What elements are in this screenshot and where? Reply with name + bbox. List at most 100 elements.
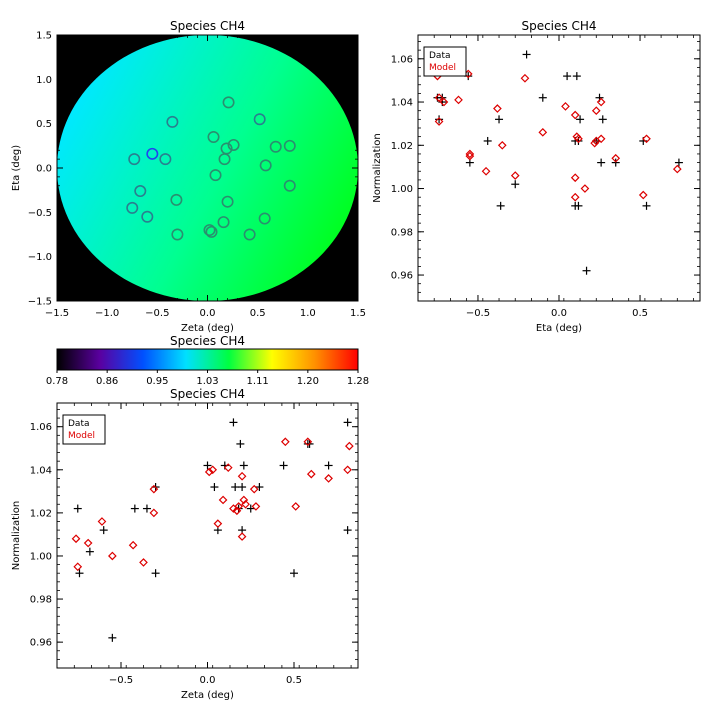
zeta-data-point — [239, 461, 248, 470]
zeta-data-point — [73, 504, 82, 513]
zeta-model-point — [97, 517, 107, 526]
map-ytick-label: 1.5 — [36, 31, 52, 42]
zeta-ytick-label: 0.98 — [30, 595, 52, 606]
zeta-xtick-label: 0.5 — [286, 675, 302, 686]
colorbar-tick-label: 1.03 — [196, 376, 218, 387]
eta-legend-data: Data — [429, 51, 451, 61]
zeta-data-point — [85, 547, 94, 556]
zeta-model-point — [83, 538, 93, 548]
zeta-model-point — [343, 465, 352, 475]
eta-xtick-label: −0.5 — [466, 308, 490, 319]
zeta-model-point — [213, 519, 223, 528]
zeta-ytick-label: 1.02 — [30, 508, 52, 519]
eta-model-point — [497, 140, 507, 150]
eta-data-point — [563, 72, 572, 81]
eta-xtick-label: 0.0 — [551, 308, 567, 319]
map-station-marker — [220, 142, 233, 155]
zeta-data-point — [210, 483, 219, 492]
map-station-marker — [222, 96, 235, 109]
eta-ytick-label: 1.04 — [391, 98, 413, 109]
eta-model-point — [596, 97, 606, 107]
eta-data-point — [572, 72, 581, 81]
colorbar-tick-label: 0.78 — [46, 376, 68, 387]
eta-data-point — [582, 266, 591, 275]
zeta-data-point — [203, 461, 212, 470]
map-ytick-label: −0.5 — [28, 208, 52, 219]
zeta-data-point — [75, 569, 84, 578]
colorbar-tick-label: 1.28 — [347, 376, 369, 387]
eta-model-point — [520, 73, 530, 83]
zeta-model-point — [249, 484, 259, 494]
eta-model-point — [590, 138, 600, 148]
eta-ytick-label: 1.02 — [391, 141, 413, 152]
zeta-model-point — [291, 502, 301, 511]
zeta-model-point — [208, 465, 218, 475]
map-xtick-label: 0.0 — [200, 308, 216, 319]
eta-model-point — [672, 164, 682, 174]
zeta-ytick-label: 1.04 — [30, 465, 52, 476]
zeta-ytick-label: 0.96 — [30, 638, 52, 649]
eta-model-point — [465, 149, 475, 159]
map-disk — [57, 35, 358, 301]
zeta-data-point — [151, 569, 160, 578]
eta-model-point — [434, 93, 444, 103]
eta-ytick-label: 0.98 — [391, 227, 413, 238]
eta-model-point — [638, 190, 648, 200]
zeta-model-point — [71, 534, 81, 544]
zeta-model-point — [345, 441, 354, 451]
zeta-model-point — [223, 463, 233, 472]
eta-data-point — [435, 115, 444, 124]
zeta-xtick-label: −0.5 — [109, 675, 133, 686]
zeta-model-point — [139, 558, 148, 567]
colorbar-tick-label: 0.95 — [146, 376, 168, 387]
map-ytick-label: 0.0 — [36, 164, 52, 175]
zeta-model-point — [234, 502, 243, 511]
map-station-marker — [141, 210, 154, 223]
zeta-model-point — [241, 499, 250, 509]
map-station-marker — [207, 130, 220, 143]
eta-xlabel: Eta (deg) — [536, 323, 582, 334]
eta-model-point — [596, 134, 606, 144]
zeta-model-point — [128, 540, 138, 550]
zeta-legend-box — [62, 414, 106, 445]
colorbar-title: Species CH4 — [170, 334, 245, 348]
eta-model-point — [454, 95, 463, 105]
map-station-marker — [203, 224, 216, 237]
eta-model-point — [434, 117, 444, 126]
zeta-data-point — [236, 439, 245, 448]
map-station-marker — [146, 147, 159, 160]
zeta-data-point — [343, 526, 352, 535]
map-station-marker — [283, 139, 296, 152]
map-station-marker — [166, 115, 179, 128]
zeta-model-point — [204, 467, 214, 477]
zeta-data-point — [99, 526, 108, 535]
zeta-ytick-label: 1.06 — [30, 422, 52, 433]
eta-model-point — [574, 134, 583, 144]
zeta-model-point — [251, 502, 261, 511]
map-xtick-label: 0.5 — [250, 308, 266, 319]
map-station-marker — [126, 201, 139, 214]
zeta-data-point — [231, 483, 240, 492]
eta-ytick-label: 1.00 — [391, 184, 413, 195]
map-station-marker — [243, 228, 256, 241]
map-ytick-label: 1.0 — [36, 75, 52, 86]
eta-data-point — [674, 158, 683, 167]
map-station-marker — [217, 216, 230, 229]
map-station-marker — [209, 169, 222, 182]
map-title: Species CH4 — [170, 19, 245, 33]
zeta-xtick-label: 0.0 — [200, 675, 216, 686]
map-frame — [56, 34, 359, 302]
zeta-model-point — [280, 437, 290, 447]
zeta-model-point — [237, 471, 247, 481]
map-station-marker — [205, 225, 218, 238]
colorbar-tick-label: 1.11 — [247, 376, 269, 387]
eta-model-point — [439, 97, 449, 107]
map-ylabel: Eta (deg) — [11, 145, 22, 191]
eta-data-point — [538, 93, 547, 102]
zeta-data-point — [279, 461, 288, 470]
eta-model-point — [510, 171, 520, 180]
map-ytick-label: −1.0 — [28, 252, 52, 263]
eta-axes: −0.5 0.0 0.5 0.96 0.98 1.00 1.02 1.04 1.06 Specie… — [372, 19, 701, 334]
zeta-xlabel: Zeta (deg) — [181, 690, 234, 701]
map-station-marker — [171, 228, 184, 241]
